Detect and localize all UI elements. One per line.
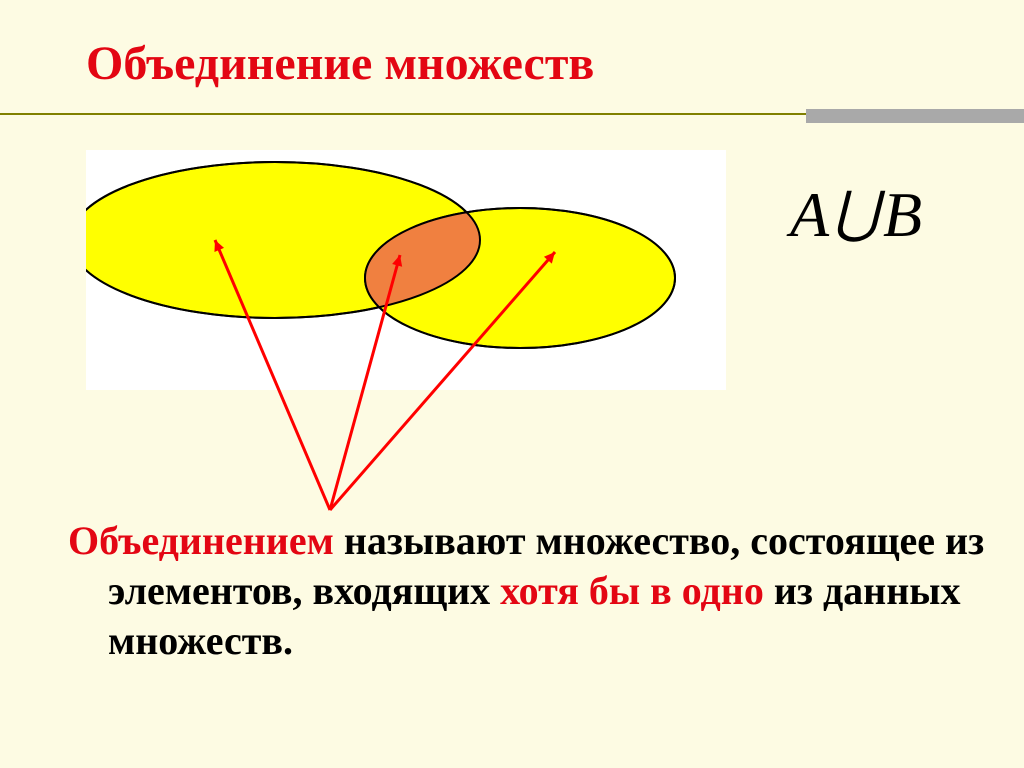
formula-a: A [790, 183, 829, 247]
venn-svg [86, 150, 726, 390]
highlighted-term: хотя бы в одно [500, 568, 774, 613]
definition-text: Объединением называют множество, состоящ… [68, 516, 988, 666]
slide-title: Объединение множеств [86, 36, 594, 91]
slide: Объединение множеств A ⋃ B Об [0, 0, 1024, 768]
union-symbol-icon: ⋃ [833, 180, 879, 245]
formula-b: B [883, 183, 922, 247]
highlighted-term: Объединением [68, 518, 344, 563]
venn-container [86, 150, 726, 390]
union-formula: A ⋃ B [790, 182, 922, 247]
